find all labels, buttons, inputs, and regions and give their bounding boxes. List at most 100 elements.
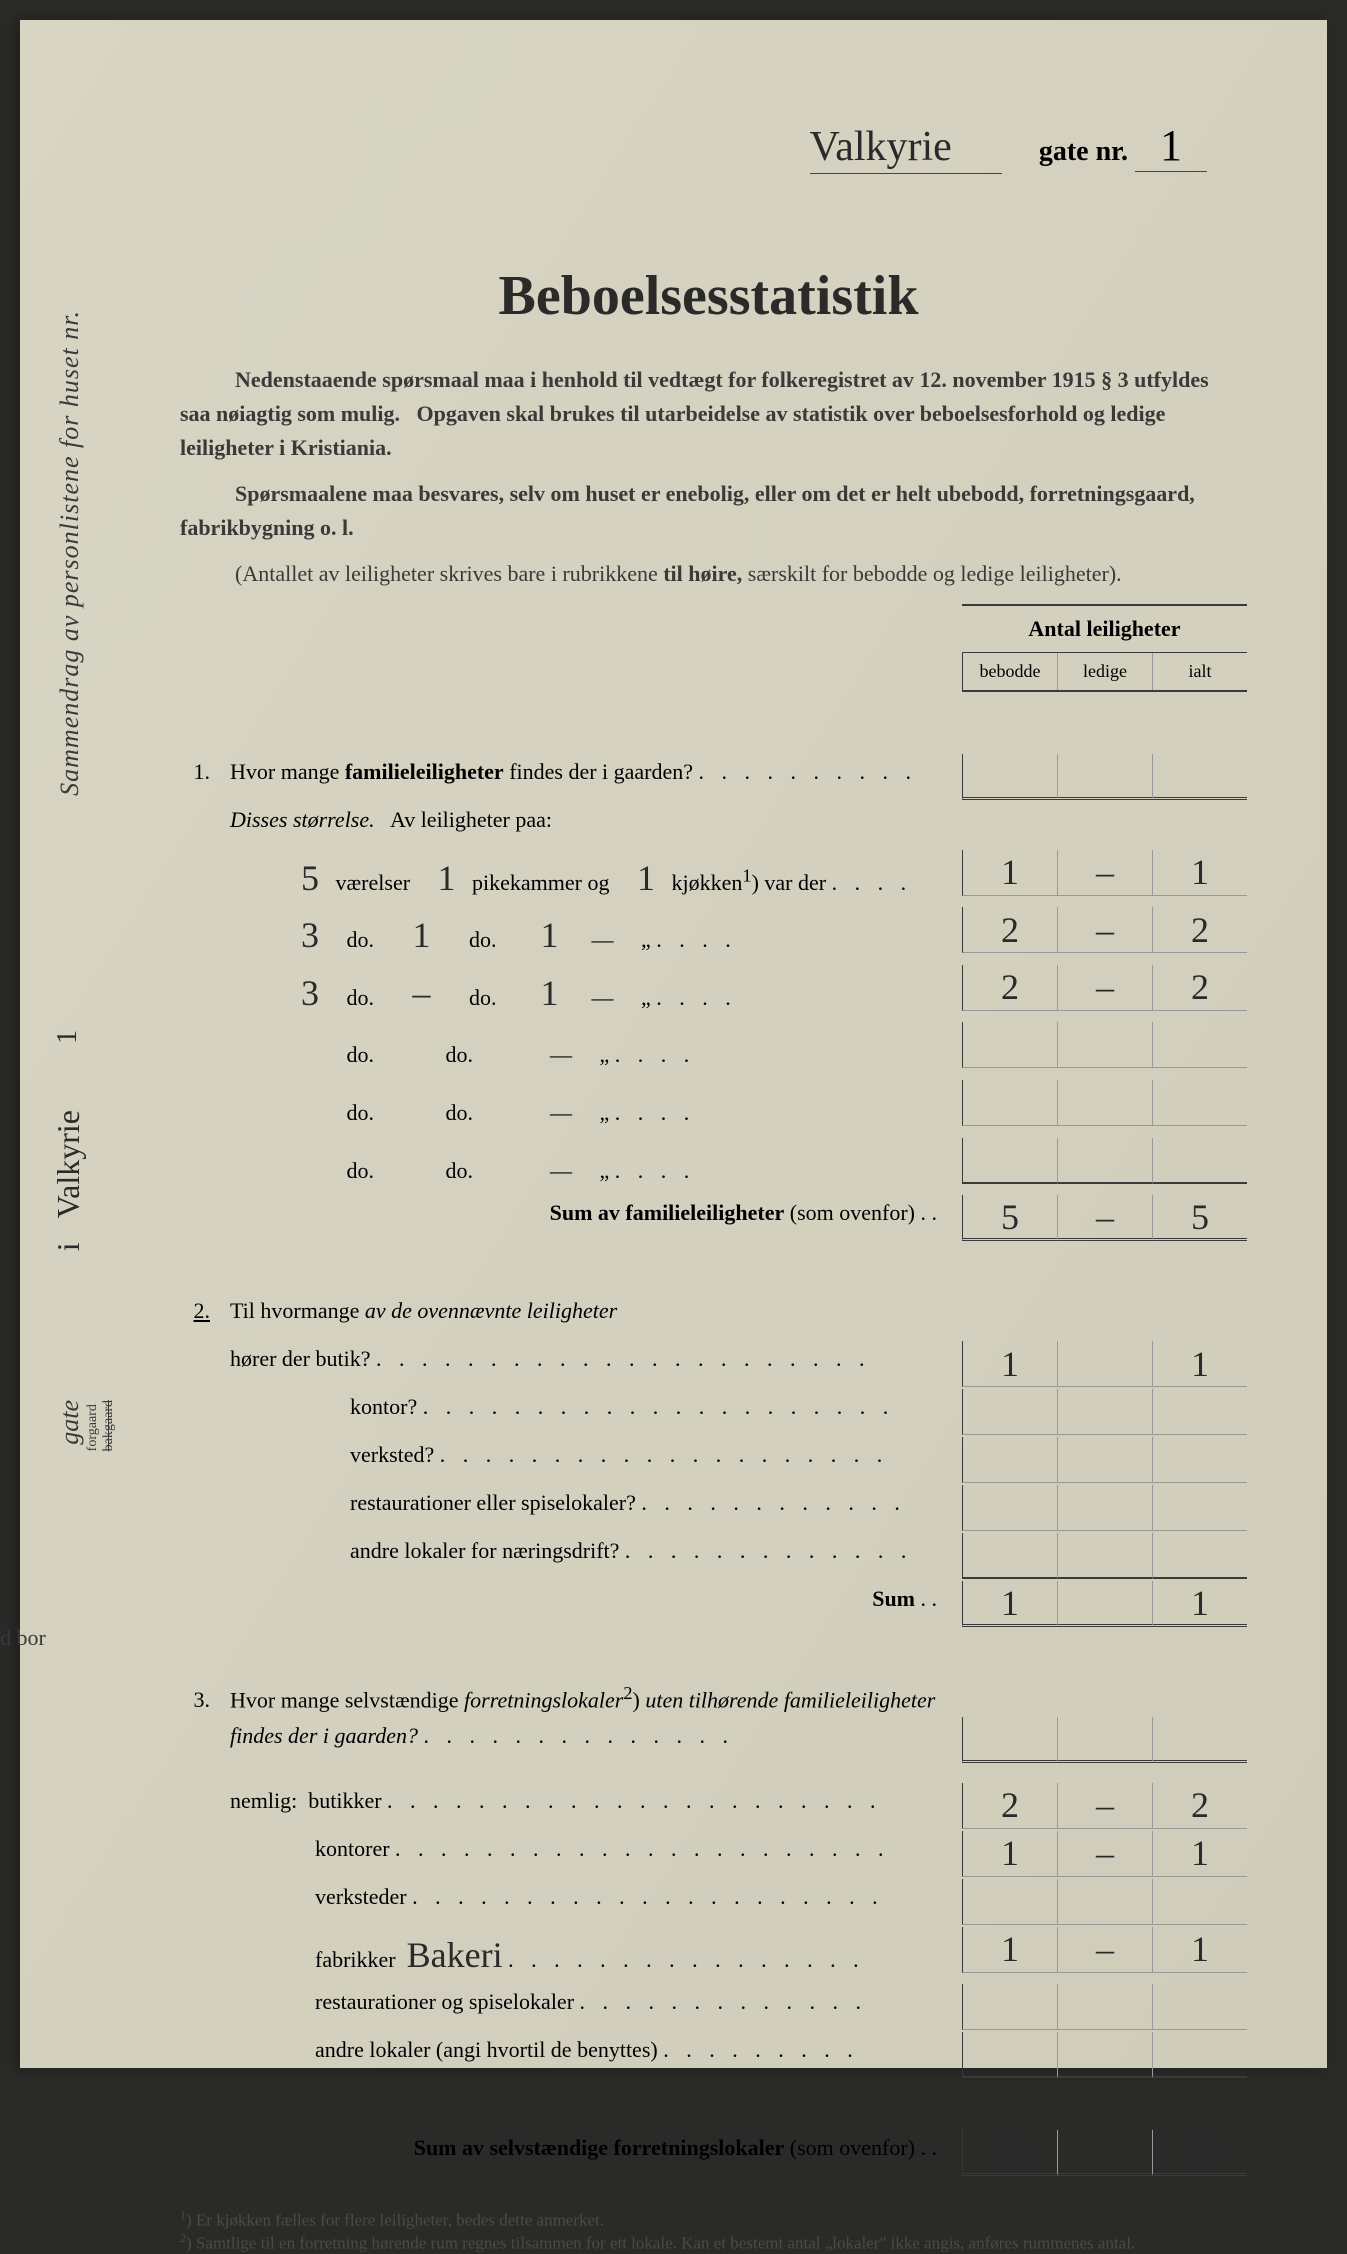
q1-disses: Disses størrelse. Av leiligheter paa: [180,802,1237,850]
q1-size-row-3: 3 do. – do. 1 — „ . . . . 2 – 2 [180,965,1237,1023]
q1-r4-ialt [1152,1080,1247,1126]
q1-size-row-6: do. do. — „ . . . . [180,1138,1237,1196]
q2-r2-bebodde [962,1437,1057,1483]
header-line: Valkyrie gate nr. 1 [180,120,1237,174]
q2-item-2: kontor? . . . . . . . . . . . . . . . . … [180,1389,1237,1437]
q2-sum-ialt: 1 [1152,1581,1247,1627]
header-nr-handwritten: 1 [1135,120,1207,172]
q3-val-ledige [1057,1717,1152,1763]
q3-r4-bebodde [962,1984,1057,2030]
q1-row: 1. Hvor mange familieleiligheter findes … [180,754,1237,802]
col-ledige: ledige [1057,653,1152,690]
q1-size-row-1: 5 værelser 1 pikekammer og 1 kjøkken1) v… [180,850,1237,908]
q2-r4-ledige [1057,1533,1152,1579]
q1-sum-ledige: – [1057,1195,1152,1241]
q1-r1-ledige: – [1057,907,1152,953]
q3-val-ialt [1152,1717,1247,1763]
q1-r0-ialt: 1 [1152,850,1247,896]
q2-r4-ialt [1152,1533,1247,1579]
table-area: Antal leiligheter bebodde ledige ialt 1.… [180,604,1237,2179]
intro-p1: Nedenstaaende spørsmaal maa i henhold ti… [180,363,1237,465]
q1-r1-bebodde: 2 [962,907,1057,953]
q3-r4-ialt [1152,1984,1247,2030]
q3-r5-ialt [1152,2032,1247,2078]
q3-item-3: verksteder . . . . . . . . . . . . . . .… [180,1879,1237,1927]
q1-size-row-2: 3 do. 1 do. 1 — „ . . . . 2 – 2 [180,907,1237,965]
q1-sum-ialt: 5 [1152,1195,1247,1241]
q2-item-5: andre lokaler for næringsdrift? . . . . … [180,1533,1237,1581]
q2-r0-bebodde: 1 [962,1341,1057,1387]
q1-r3-bebodde [962,1022,1057,1068]
vertical-handwritten-street: i Valkyrie [50,1110,87,1251]
q3-r3-ledige: – [1057,1927,1152,1973]
q2-sum-bebodde: 1 [962,1581,1057,1627]
q2-r1-bebodde [962,1389,1057,1435]
q1-val-bebodde [962,754,1057,800]
q1-size-row-5: do. do. — „ . . . . [180,1080,1237,1138]
header-street-handwritten: Valkyrie [810,123,1002,174]
q1-r4-bebodde [962,1080,1057,1126]
q3-num: 3. [180,1687,230,1713]
q3-r0-ialt: 2 [1152,1783,1247,1829]
page-title: Beboelsesstatistik [180,264,1237,328]
q2-num: 2. [180,1298,230,1324]
q1-r2-bebodde: 2 [962,965,1057,1011]
q1-val-ialt [1152,754,1247,800]
q3-r2-bebodde [962,1879,1057,1925]
q2-item-3: verksted? . . . . . . . . . . . . . . . … [180,1437,1237,1485]
document-page: Sammendrag av personlistene for huset nr… [20,20,1327,2068]
q3-sum-ialt: 34 [1152,2130,1247,2176]
q1-r1-ialt: 2 [1152,907,1247,953]
q2-r1-ledige [1057,1389,1152,1435]
q1-r5-ledige [1057,1138,1152,1184]
vertical-gate-label: gate [55,1400,85,1445]
q2-r4-bebodde [962,1533,1057,1579]
q3-sum-bebodde: 43 [962,2130,1057,2176]
q3-r5-ledige [1057,2032,1152,2078]
col-ialt: ialt [1152,653,1247,690]
q3-r1-bebodde: 1 [962,1831,1057,1877]
q1-r3-ialt [1152,1022,1247,1068]
table-column-header: Antal leiligheter bebodde ledige ialt [962,604,1247,692]
table-header-title: Antal leiligheter [962,606,1247,652]
q3-r3-bebodde: 1 [962,1927,1057,1973]
q2-r2-ledige [1057,1437,1152,1483]
q2-r0-ledige [1057,1341,1152,1387]
q3-r2-ledige [1057,1879,1152,1925]
q1-num: 1. [180,759,230,785]
q1-size-row-4: do. do. — „ . . . . [180,1022,1237,1080]
q3-item-1: nemlig: butikker . . . . . . . . . . . .… [180,1783,1237,1831]
q3-item-4: fabrikker Bakeri . . . . . . . . . . . .… [180,1927,1237,1985]
footnotes: 1) Er kjøkken fælles for flere leilighet… [180,2208,1237,2253]
q1-r2-ialt: 2 [1152,965,1247,1011]
q2-item-1: hører der butik? . . . . . . . . . . . .… [180,1341,1237,1389]
q2-r1-ialt [1152,1389,1247,1435]
q3-r0-bebodde: 2 [962,1783,1057,1829]
q3-r3-ialt: 1 [1152,1927,1247,1973]
q1-r5-bebodde [962,1138,1057,1184]
q3-r0-ledige: – [1057,1783,1152,1829]
q1-sum-bebodde: 5 [962,1195,1057,1241]
intro-p2: Spørsmaalene maa besvares, selv om huset… [180,477,1237,545]
q3-val-bebodde [962,1717,1057,1763]
q2-sum-ledige [1057,1581,1152,1627]
intro-p3: (Antallet av leiligheter skrives bare i … [180,557,1237,591]
q1-sum-row: Sum av familieleiligheter (som ovenfor) … [180,1195,1237,1243]
q1-val-ledige [1057,754,1152,800]
q3-item-5: restaurationer og spiselokaler . . . . .… [180,1984,1237,2032]
q1-r2-ledige: – [1057,965,1152,1011]
q3-r5-bebodde [962,2032,1057,2078]
q2-r3-ledige [1057,1485,1152,1531]
col-bebodde: bebodde [962,653,1057,690]
q3-item-2: kontorer . . . . . . . . . . . . . . . .… [180,1831,1237,1879]
q3-r1-ialt: 1 [1152,1831,1247,1877]
q1-r0-ledige: – [1057,850,1152,896]
q2-r3-ialt [1152,1485,1247,1531]
q1-r0-bebodde: 1 [962,850,1057,896]
q2-row: 2. Til hvormange av de ovennævnte leilig… [180,1293,1237,1341]
gate-nr-label: gate nr. [1039,136,1128,167]
margin-cut-label: d bor [0,1625,46,1651]
q2-sum-row: Sum . . 1 1 [180,1581,1237,1629]
q2-item-4: restaurationer eller spiselokaler? . . .… [180,1485,1237,1533]
q3-r4-ledige [1057,1984,1152,2030]
